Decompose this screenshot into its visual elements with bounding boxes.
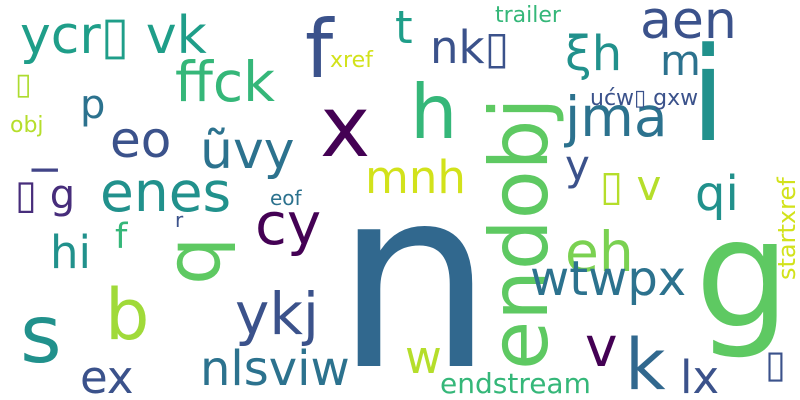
cloud-word: ▯ bbox=[15, 67, 32, 102]
cloud-word: nk▯ bbox=[430, 21, 510, 74]
cloud-word: p bbox=[80, 82, 106, 128]
cloud-word: q bbox=[148, 236, 237, 285]
cloud-word: ▯ v bbox=[600, 161, 662, 210]
cloud-word: h bbox=[410, 68, 458, 156]
cloud-word: eof bbox=[270, 186, 302, 210]
cloud-word: f bbox=[115, 217, 128, 257]
cloud-word: eh bbox=[565, 220, 634, 284]
cloud-word: r bbox=[175, 208, 184, 232]
cloud-word: k bbox=[625, 324, 666, 400]
cloud-word: wtwpx bbox=[530, 251, 687, 307]
cloud-word: eo bbox=[110, 111, 172, 169]
cloud-word: ex bbox=[80, 351, 134, 400]
cloud-word: t bbox=[395, 1, 413, 54]
cloud-word: xref bbox=[330, 48, 373, 73]
cloud-word: cy bbox=[255, 190, 322, 258]
cloud-word: trailer bbox=[495, 3, 561, 28]
cloud-word: n bbox=[335, 134, 494, 400]
cloud-word: ffck bbox=[175, 50, 275, 114]
cloud-word: ycr▯ vk bbox=[20, 6, 207, 66]
cloud-word: x bbox=[320, 78, 371, 177]
cloud-word: s bbox=[20, 288, 62, 381]
cloud-word: b bbox=[105, 274, 150, 356]
cloud-word: obj bbox=[10, 113, 44, 138]
cloud-word: qi bbox=[695, 166, 739, 222]
cloud-word: mnh bbox=[365, 151, 466, 204]
cloud-word: ykj bbox=[235, 280, 320, 348]
cloud-word: jma bbox=[565, 85, 668, 149]
cloud-word: w bbox=[405, 331, 442, 384]
cloud-word: endstream bbox=[440, 367, 591, 400]
cloud-word: aen bbox=[640, 0, 737, 51]
cloud-word: ućw▯ gxw bbox=[590, 86, 699, 111]
cloud-word: lx bbox=[680, 351, 720, 400]
cloud-word: y bbox=[565, 141, 590, 190]
cloud-word: ũvy bbox=[200, 121, 295, 181]
cloud-word: hi bbox=[50, 226, 92, 279]
cloud-word: m bbox=[660, 36, 701, 85]
cloud-word: ▯ g bbox=[15, 172, 76, 218]
cloud-word: enes bbox=[100, 160, 232, 224]
cloud-word: v bbox=[585, 315, 618, 379]
cloud-word: l bbox=[27, 165, 67, 175]
cloud-word: f bbox=[305, 3, 334, 96]
cloud-word: nlsviw bbox=[200, 341, 350, 397]
cloud-word: i bbox=[690, 19, 727, 171]
cloud-word: g bbox=[695, 188, 791, 362]
cloud-word: startxref bbox=[773, 177, 800, 280]
cloud-word: endobj bbox=[473, 97, 566, 370]
cloud-word: ▯ bbox=[765, 342, 786, 386]
cloud-word: ξh bbox=[565, 26, 623, 82]
